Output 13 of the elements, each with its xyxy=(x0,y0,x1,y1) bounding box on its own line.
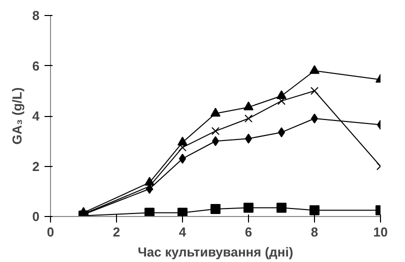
y-tick-label: 0 xyxy=(32,209,40,224)
y-tick-label: 6 xyxy=(32,58,40,74)
y-tick-label: 2 xyxy=(32,158,40,174)
y-axis-title: GA₃ (g/L) xyxy=(9,87,24,145)
x-tick-label: 2 xyxy=(112,224,120,240)
x-tick-label: 8 xyxy=(310,224,318,240)
x-tick-label: 0 xyxy=(46,224,54,240)
x-tick-label: 10 xyxy=(373,224,388,240)
y-tick-label: 8 xyxy=(32,8,40,23)
x-axis-title: Час культивування (дні) xyxy=(138,244,294,260)
y-tick-label: 4 xyxy=(32,108,40,124)
x-tick-label: 6 xyxy=(244,224,252,240)
x-tick-label: 4 xyxy=(178,224,187,240)
